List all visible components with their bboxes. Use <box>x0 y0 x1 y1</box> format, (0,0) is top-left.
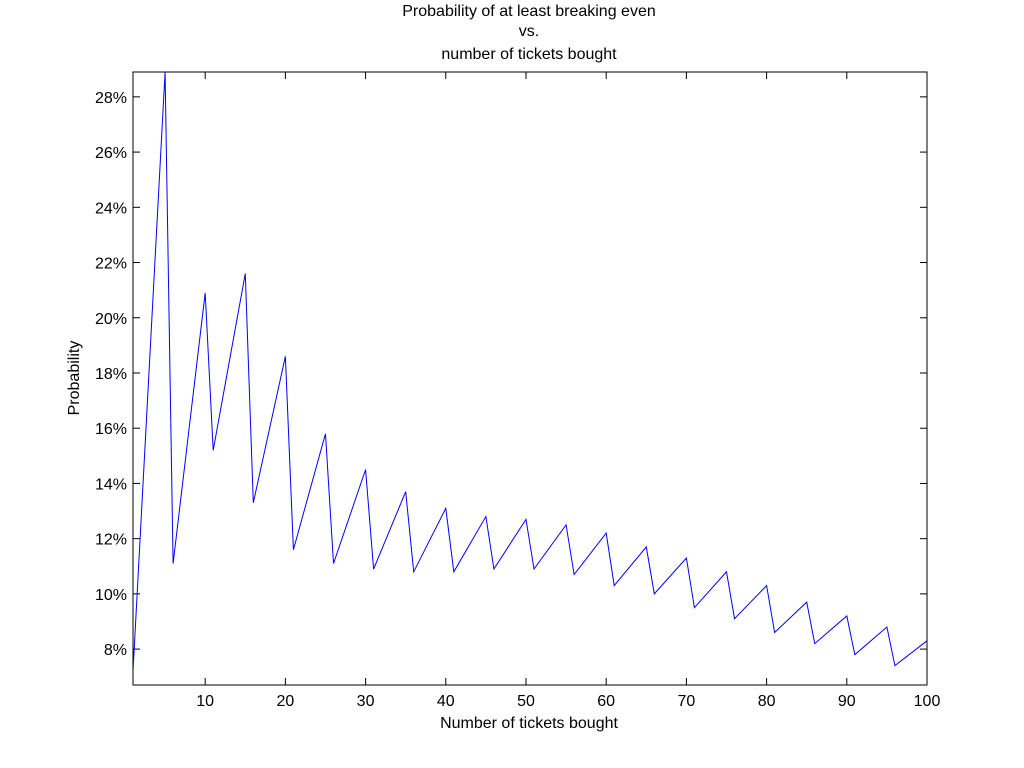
plot-area: 10 20 30 40 50 60 70 80 90 100 8% 10% 12% 14% 16% 18% 20… <box>95 71 941 710</box>
y-tick-label: 26% <box>95 145 127 162</box>
y-tick-label: 10% <box>95 587 127 604</box>
x-tick-label: 70 <box>677 693 695 710</box>
x-tick-label: 60 <box>597 693 615 710</box>
y-tick-label: 8% <box>104 642 127 659</box>
y-tick-label: 16% <box>95 421 127 438</box>
y-tick-label: 28% <box>95 90 127 107</box>
y-tick-label: 22% <box>95 256 127 273</box>
title-line-3: number of tickets bought <box>441 46 617 63</box>
y-axis-label: Probability <box>66 341 83 416</box>
y-tick-label: 24% <box>95 200 127 217</box>
x-tick-label: 90 <box>838 693 856 710</box>
y-tick-label: 12% <box>95 532 127 549</box>
title-line-2: vs. <box>519 23 539 40</box>
y-tick-label: 20% <box>95 311 127 328</box>
x-tick-label: 20 <box>276 693 294 710</box>
x-tick-label: 100 <box>914 693 941 710</box>
y-tick-label: 14% <box>95 476 127 493</box>
series-line <box>133 72 927 672</box>
x-tick-label: 30 <box>357 693 375 710</box>
x-tick-label: 10 <box>196 693 214 710</box>
x-tick-label: 40 <box>437 693 455 710</box>
x-tick-label: 50 <box>517 693 535 710</box>
chart-title: Probability of at least breaking even vs… <box>402 3 655 63</box>
x-axis-label: Number of tickets bought <box>440 715 618 732</box>
y-tick-label: 18% <box>95 366 127 383</box>
title-line-1: Probability of at least breaking even <box>402 3 655 20</box>
axes-frame <box>132 71 928 686</box>
x-tick-label: 80 <box>758 693 776 710</box>
